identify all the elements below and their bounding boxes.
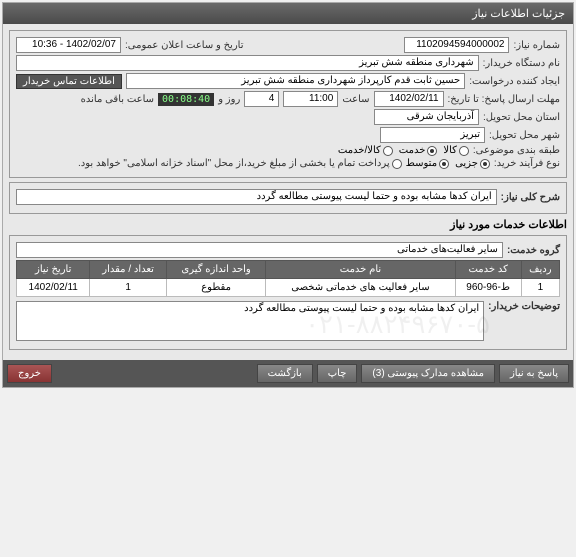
days-label: روز و — [218, 94, 240, 105]
main-fieldset: شماره نیاز: 1102094594000002 تاریخ و ساع… — [9, 30, 567, 178]
class-radio-group: کالا خدمت کالا/خدمت — [338, 145, 469, 156]
process-radio-group: جزیی متوسط — [406, 158, 490, 169]
exit-button[interactable]: خروج — [7, 364, 52, 383]
service-info-heading: اطلاعات خدمات مورد نیاز — [9, 218, 567, 231]
th-name: نام خدمت — [266, 261, 455, 279]
table-row[interactable]: 1 ط-96-960 سایر فعالیت های خدماتی شخصی م… — [17, 279, 560, 297]
deadline-date: 1402/02/11 — [374, 91, 444, 107]
form-body: شماره نیاز: 1102094594000002 تاریخ و ساع… — [3, 24, 573, 360]
remain-label: ساعت باقی مانده — [81, 94, 154, 105]
services-table: ردیف کد خدمت نام خدمت واحد اندازه گیری ت… — [16, 260, 560, 297]
process-label: نوع فرآیند خرید: — [494, 158, 560, 169]
process-note: پرداخت تمام یا بخشی از مبلغ خرید،از محل … — [78, 158, 402, 169]
details-panel: جزئیات اطلاعات نیاز شماره نیاز: 11020945… — [2, 2, 574, 388]
svc-group-value: سایر فعالیت‌های خدماتی — [16, 242, 503, 258]
desc-value: ایران کدها مشابه بوده و حتما لیست پیوستی… — [16, 189, 497, 205]
th-qty: تعداد / مقدار — [90, 261, 166, 279]
radio-both[interactable]: کالا/خدمت — [338, 145, 393, 156]
desc-label: شرح کلی نیاز: — [501, 192, 560, 203]
announce-value: 1402/02/07 - 10:36 — [16, 37, 121, 53]
desc-fieldset: شرح کلی نیاز: ایران کدها مشابه بوده و حت… — [9, 182, 567, 214]
note-label: توضیحات خریدار: — [488, 301, 560, 312]
contact-button[interactable]: اطلاعات تماس خریدار — [16, 74, 122, 89]
radio-small[interactable]: جزیی — [455, 158, 490, 169]
need-no-value: 1102094594000002 — [404, 37, 509, 53]
class-label: طبقه بندی موضوعی: — [473, 145, 560, 156]
th-code: کد خدمت — [455, 261, 521, 279]
province-value: آذربایجان شرقی — [374, 109, 479, 125]
respond-button[interactable]: پاسخ به نیاز — [499, 364, 569, 383]
cell-date: 1402/02/11 — [17, 279, 90, 297]
city-value: تبریز — [380, 127, 485, 143]
need-no-label: شماره نیاز: — [513, 40, 560, 51]
province-label: استان محل تحویل: — [483, 112, 560, 123]
radio-goods[interactable]: کالا — [443, 145, 469, 156]
cell-unit: مقطوع — [166, 279, 265, 297]
th-unit: واحد اندازه گیری — [166, 261, 265, 279]
th-row: ردیف — [521, 261, 559, 279]
print-button[interactable]: چاپ — [317, 364, 358, 383]
attachments-button[interactable]: مشاهده مدارک پیوستی (3) — [361, 364, 495, 383]
deadline-label: مهلت ارسال پاسخ: تا تاریخ: — [448, 94, 560, 105]
buyer-value: شهرداری منطقه شش تبریز — [16, 55, 479, 71]
cell-name: سایر فعالیت های خدماتی شخصی — [266, 279, 455, 297]
city-label: شهر محل تحویل: — [489, 130, 560, 141]
panel-title: جزئیات اطلاعات نیاز — [3, 3, 573, 24]
days-value: 4 — [244, 91, 279, 107]
cell-qty: 1 — [90, 279, 166, 297]
note-value: ایران کدها مشابه بوده و حتما لیست پیوستی… — [16, 301, 484, 341]
creator-value: حسین ثابت قدم کارپرداز شهرداری منطقه شش … — [126, 73, 465, 89]
table-header-row: ردیف کد خدمت نام خدمت واحد اندازه گیری ت… — [17, 261, 560, 279]
countdown-timer: 00:08:40 — [158, 93, 214, 106]
back-button[interactable]: بازگشت — [257, 364, 313, 383]
time-label-1: ساعت — [342, 94, 369, 105]
buyer-label: نام دستگاه خریدار: — [483, 58, 560, 69]
cell-code: ط-96-960 — [455, 279, 521, 297]
deadline-time: 11:00 — [283, 91, 338, 107]
th-date: تاریخ نیاز — [17, 261, 90, 279]
radio-service[interactable]: خدمت — [399, 145, 438, 156]
announce-label: تاریخ و ساعت اعلان عمومی: — [125, 40, 244, 51]
creator-label: ایجاد کننده درخواست: — [469, 76, 560, 87]
service-fieldset: گروه خدمت: سایر فعالیت‌های خدماتی ردیف ک… — [9, 235, 567, 350]
cell-row: 1 — [521, 279, 559, 297]
footer-toolbar: پاسخ به نیاز مشاهده مدارک پیوستی (3) چاپ… — [3, 360, 573, 387]
radio-medium[interactable]: متوسط — [406, 158, 449, 169]
svc-group-label: گروه خدمت: — [507, 245, 560, 256]
